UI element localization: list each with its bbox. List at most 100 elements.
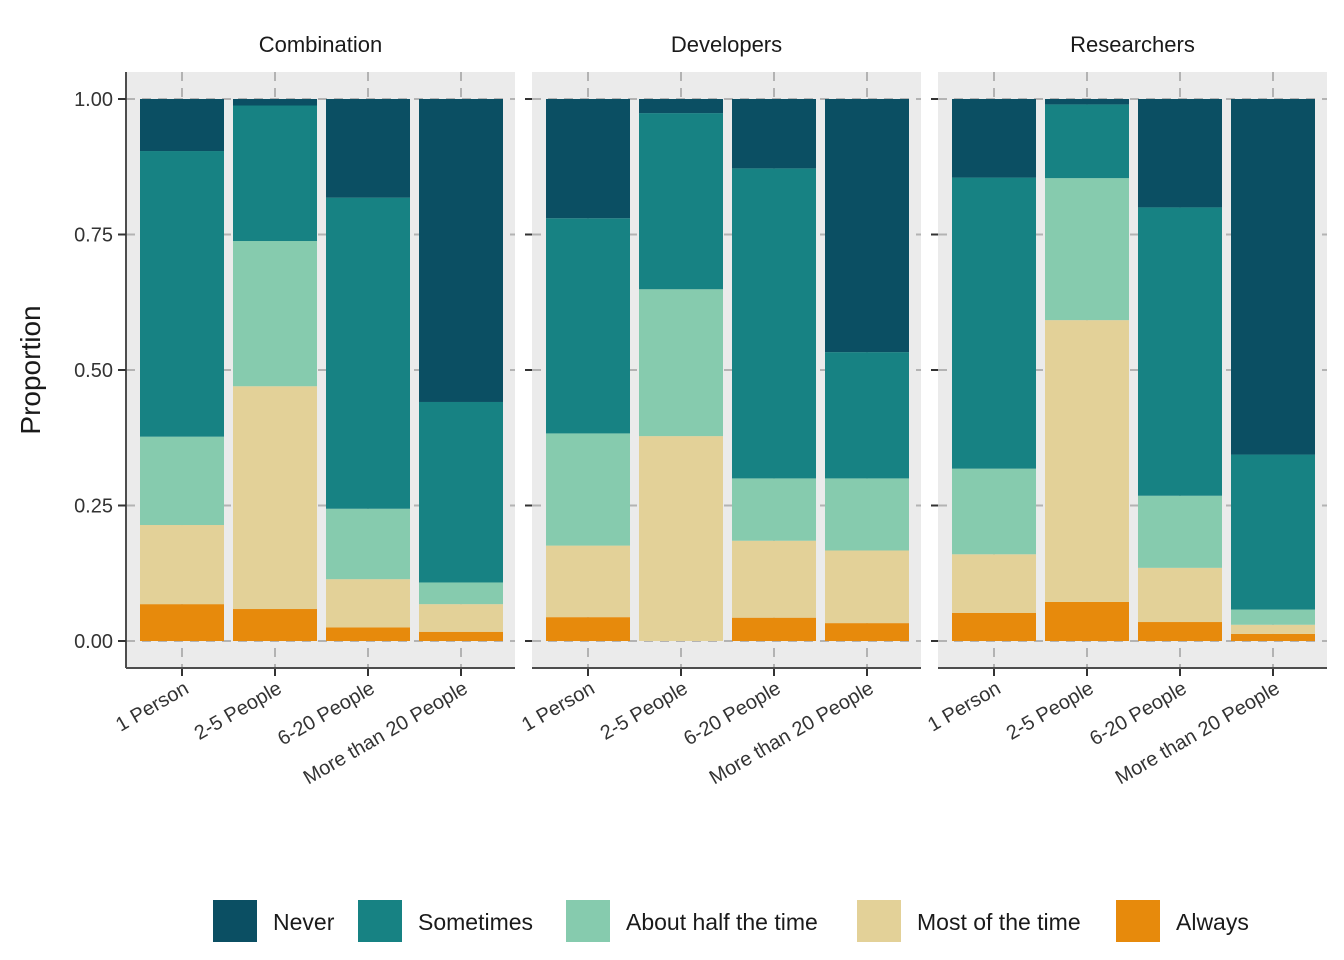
bar-segment-sometimes (419, 401, 503, 583)
bar-segment-about-half-the-time (639, 289, 723, 437)
bar-segment-always (1231, 633, 1315, 641)
bar-segment-never (1045, 99, 1129, 105)
bar-segment-most-of-the-time (952, 554, 1036, 613)
y-axis-title: Proportion (15, 305, 46, 434)
x-tick-label: More than 20 People (1112, 677, 1284, 789)
bar-segment-sometimes (546, 218, 630, 434)
legend-swatch (358, 900, 402, 942)
y-tick-label: 0.75 (74, 225, 113, 247)
bar-segment-most-of-the-time (1045, 320, 1129, 602)
bar-segment-most-of-the-time (639, 436, 723, 641)
bar-segment-always (825, 623, 909, 641)
bar-segment-most-of-the-time (1231, 624, 1315, 634)
x-tick-label: 2-5 People (1003, 677, 1098, 744)
bar-segment-never (233, 99, 317, 106)
legend-swatch (857, 900, 901, 942)
bar-stack-1-person (140, 99, 224, 641)
bar-segment-about-half-the-time (1138, 495, 1222, 568)
bar-segment-always (1138, 622, 1222, 641)
legend-item-most-of-the-time: Most of the time (857, 900, 1081, 942)
bar-segment-most-of-the-time (326, 579, 410, 628)
bar-segment-most-of-the-time (140, 525, 224, 605)
bar-segment-always (1045, 601, 1129, 641)
facet-title: Combination (259, 32, 383, 57)
bar-segment-always (732, 617, 816, 641)
bar-segment-sometimes (825, 352, 909, 479)
legend-label: About half the time (626, 909, 818, 935)
bar-segment-sometimes (140, 151, 224, 437)
x-tick-label: 1 Person (112, 677, 192, 736)
bar-segment-most-of-the-time (233, 386, 317, 610)
bar-segment-always (952, 612, 1036, 641)
legend-swatch (213, 900, 257, 942)
bar-segment-about-half-the-time (546, 433, 630, 546)
y-tick-label: 0.50 (74, 360, 113, 382)
x-tick-label: 1 Person (924, 677, 1004, 736)
bar-segment-about-half-the-time (1045, 178, 1129, 321)
bar-segment-about-half-the-time (419, 582, 503, 605)
bar-stack-2-5-people (233, 99, 317, 641)
bar-segment-never (952, 99, 1036, 178)
bar-segment-about-half-the-time (732, 478, 816, 541)
bar-segment-always (419, 631, 503, 641)
bar-segment-never (732, 99, 816, 169)
legend-item-always: Always (1116, 900, 1249, 942)
bar-segment-sometimes (326, 197, 410, 509)
bar-segment-about-half-the-time (825, 478, 909, 551)
bar-segment-always (233, 609, 317, 641)
bar-segment-most-of-the-time (419, 604, 503, 632)
bar-segment-about-half-the-time (952, 468, 1036, 555)
bar-segment-always (140, 604, 224, 641)
bar-segment-never (639, 99, 723, 114)
y-axis: 0.00 0.25 0.50 0.75 1.00 (74, 72, 127, 668)
bar-segment-most-of-the-time (825, 550, 909, 624)
bar-segment-never (326, 99, 410, 198)
legend-label: Sometimes (418, 909, 533, 935)
legend-label: Never (273, 909, 335, 935)
bar-stack-6-20-people (732, 99, 816, 641)
bar-segment-never (825, 99, 909, 353)
facet-title: Developers (671, 32, 782, 57)
bar-segment-always (326, 627, 410, 641)
bar-segment-about-half-the-time (1231, 609, 1315, 625)
bar-segment-about-half-the-time (326, 508, 410, 580)
bar-segment-never (546, 99, 630, 219)
bar-segment-sometimes (952, 177, 1036, 469)
x-tick-label: 1 Person (518, 677, 598, 736)
bar-stack-6-20-people (326, 99, 410, 641)
y-tick-label: 0.00 (74, 631, 113, 653)
x-tick-label: 2-5 People (191, 677, 286, 744)
bar-segment-never (1138, 99, 1222, 208)
bar-stack-2-5-people (639, 99, 723, 641)
bar-segment-never (140, 99, 224, 152)
bar-segment-about-half-the-time (233, 241, 317, 387)
x-tick-label: 2-5 People (597, 677, 692, 744)
bar-segment-sometimes (732, 168, 816, 479)
facet-title: Researchers (1070, 32, 1195, 57)
y-tick-label: 0.25 (74, 496, 113, 518)
bar-segment-most-of-the-time (732, 540, 816, 618)
legend-item-about-half-the-time: About half the time (566, 900, 818, 942)
legend-swatch (566, 900, 610, 942)
bar-segment-sometimes (639, 113, 723, 290)
bar-segment-always (546, 617, 630, 641)
bar-segment-never (419, 99, 503, 402)
bar-segment-sometimes (1231, 454, 1315, 610)
legend-item-never: Never (213, 900, 335, 942)
legend-swatch (1116, 900, 1160, 942)
bar-stack-1-person (952, 99, 1036, 641)
bar-segment-sometimes (233, 105, 317, 242)
bar-stack-1-person (546, 99, 630, 641)
legend-label: Most of the time (917, 909, 1081, 935)
bar-segment-never (1231, 99, 1315, 455)
x-tick-label: More than 20 People (300, 677, 472, 789)
legend: Never Sometimes About half the time Most of… (213, 900, 1249, 942)
bar-stack-more-than-20-people (825, 99, 909, 641)
bar-segment-sometimes (1138, 207, 1222, 496)
bar-segment-about-half-the-time (140, 436, 224, 526)
